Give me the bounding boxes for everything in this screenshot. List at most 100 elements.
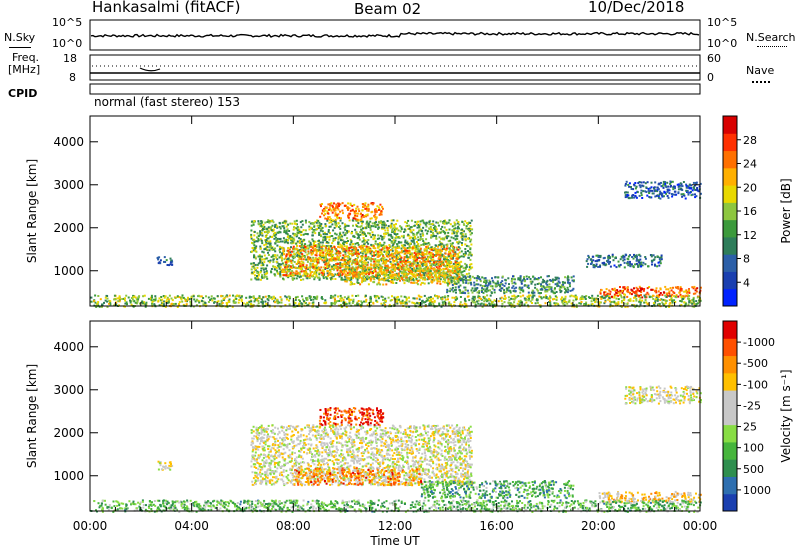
- data-cell-0: [338, 250, 341, 253]
- data-cell-0: [407, 219, 410, 222]
- data-cell-0: [349, 269, 352, 271]
- data-cell-0: [448, 219, 451, 222]
- data-cell-1: [408, 251, 411, 253]
- data-cell-1: [353, 260, 356, 263]
- data-cell-6: [694, 196, 697, 199]
- data-cell-1: [335, 263, 338, 265]
- data-cell-0: [357, 225, 360, 228]
- data-cell-1: [364, 251, 367, 254]
- data-cell-0: [365, 226, 368, 229]
- data-cell-1: [457, 254, 460, 257]
- data-cell-4: [556, 285, 559, 288]
- data-cell-0: [260, 224, 263, 227]
- data-cell-7: [672, 286, 674, 289]
- data-cell-0: [385, 232, 387, 235]
- data-cell-4: [493, 291, 496, 294]
- cpid-label: CPID: [8, 87, 38, 100]
- data-cell-4: [572, 279, 575, 282]
- data-cell-0: [294, 274, 297, 277]
- data-cell-3: [413, 267, 415, 270]
- data-cell-1: [397, 272, 400, 275]
- data-cell-0: [394, 263, 397, 266]
- data-cell-0: [355, 225, 358, 228]
- data-cell-1: [361, 263, 364, 266]
- data-cell-4: [509, 291, 512, 294]
- data-cell-1: [333, 246, 336, 248]
- data-cell-0: [456, 274, 459, 277]
- data-cell-0: [337, 272, 340, 275]
- data-cell-8: [579, 297, 582, 300]
- data-cell-0: [422, 262, 425, 265]
- data-cell-0: [412, 268, 415, 271]
- data-cell-0: [439, 261, 442, 264]
- data-cell-1: [450, 265, 453, 268]
- data-cell-1: [412, 260, 415, 263]
- data-cell-1: [428, 251, 431, 254]
- data-cell-1: [309, 271, 312, 274]
- data-cell-1: [439, 253, 441, 256]
- data-cell-1: [341, 274, 344, 277]
- data-cell-0: [336, 268, 339, 270]
- data-cell-0: [352, 277, 355, 280]
- data-cell-0: [314, 240, 317, 243]
- data-cell-0: [450, 249, 453, 252]
- data-cell-0: [463, 230, 465, 233]
- data-cell-1: [282, 270, 285, 273]
- data-cell-3: [454, 276, 457, 279]
- data-cell-0: [317, 227, 320, 229]
- data-cell-0: [461, 274, 464, 277]
- data-cell-8: [671, 301, 674, 304]
- data-cell-0: [295, 251, 298, 254]
- data-cell-0: [412, 262, 415, 265]
- data-cell-0: [252, 262, 255, 265]
- data-cell-2: [367, 205, 370, 208]
- data-cell-6: [634, 195, 637, 198]
- data-cell-1: [309, 258, 312, 261]
- data-cell-0: [341, 235, 344, 238]
- data-cell-0: [270, 247, 273, 249]
- data-cell-3: [399, 266, 402, 269]
- data-cell-7: [635, 293, 638, 296]
- data-cell-3: [409, 278, 412, 281]
- data-cell-0: [279, 275, 282, 278]
- data-cell-0: [409, 256, 412, 259]
- data-cell-0: [308, 276, 311, 278]
- data-cell-4: [459, 289, 461, 292]
- data-cell-0: [446, 243, 449, 246]
- data-cell-0: [256, 263, 259, 266]
- data-cell-0: [400, 247, 403, 250]
- data-cell-5: [601, 262, 604, 265]
- data-cell-6: [669, 182, 672, 185]
- data-cell-5: [634, 255, 636, 258]
- data-cell-3: [437, 270, 440, 273]
- data-cell-0: [289, 268, 292, 271]
- data-cell-8: [142, 295, 145, 298]
- data-cell-1: [457, 248, 460, 251]
- data-cell-4: [557, 277, 560, 280]
- data-cell-6: [624, 194, 627, 197]
- data-cell-4: [479, 278, 482, 281]
- data-cell-0: [283, 241, 286, 244]
- data-cell-3: [433, 268, 436, 271]
- data-cell-0: [390, 222, 393, 225]
- data-cell-6: [637, 182, 640, 184]
- data-cell-1: [301, 253, 304, 256]
- data-cell-1: [385, 260, 388, 263]
- data-cell-0: [294, 226, 297, 229]
- data-cell-3: [346, 279, 349, 282]
- data-cell-0: [340, 277, 343, 279]
- data-cell-8: [425, 297, 428, 300]
- data-cell-3: [363, 278, 366, 281]
- data-cell-0: [413, 224, 416, 227]
- data-cell-0: [260, 275, 263, 278]
- data-cell-1: [284, 257, 287, 260]
- data-cell-0: [317, 244, 320, 247]
- data-cell-1: [407, 249, 410, 252]
- data-cell-1: [372, 272, 374, 275]
- data-cell-1: [356, 263, 359, 266]
- data-cell-0: [313, 264, 316, 267]
- data-cell-8: [233, 299, 236, 302]
- data-cell-0: [399, 259, 402, 262]
- data-cell-1: [387, 259, 390, 262]
- data-cell-0: [309, 241, 312, 244]
